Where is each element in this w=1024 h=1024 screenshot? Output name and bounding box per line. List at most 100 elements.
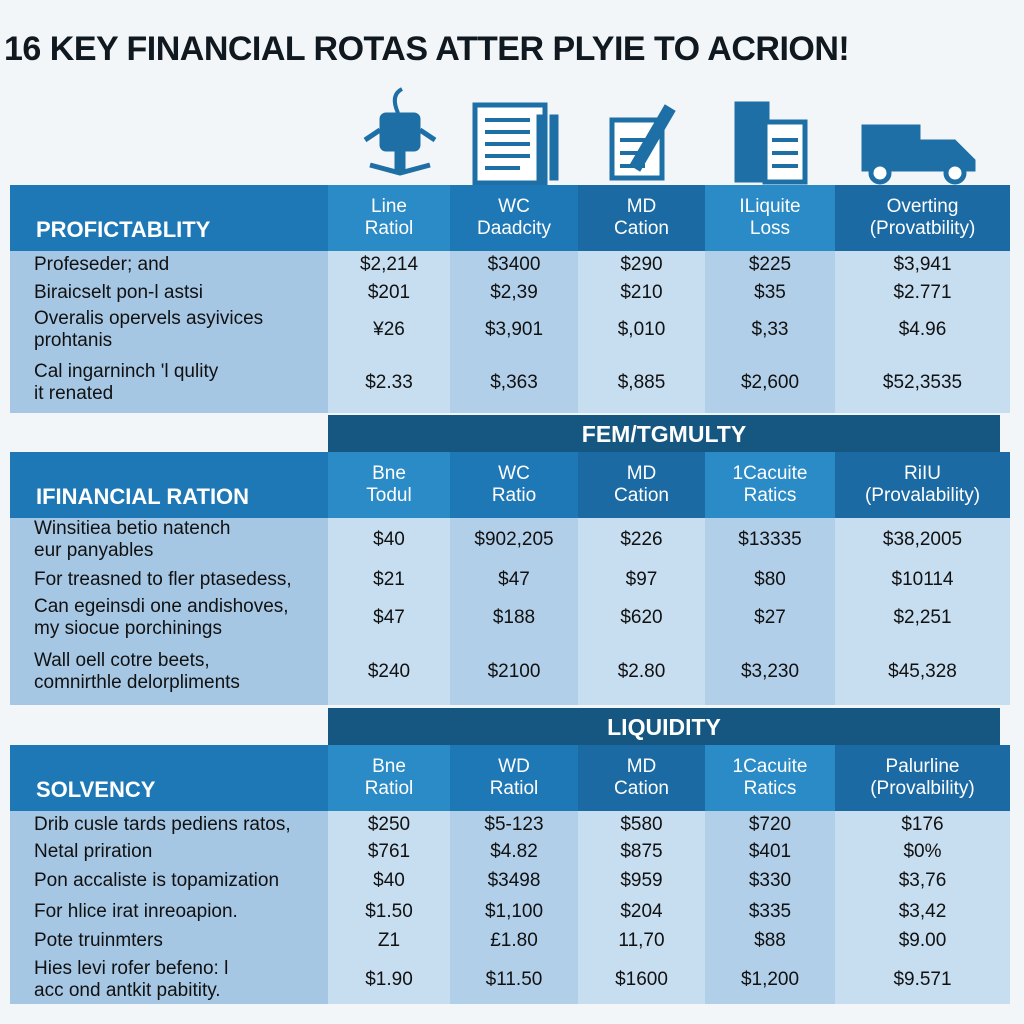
value-cell: $,363	[490, 372, 538, 393]
column-background	[705, 251, 835, 413]
value-cell: $,885	[617, 372, 666, 393]
value-cell: $9.571	[893, 968, 952, 990]
title: 16 KEY FINANCIAL ROTAS ATTER PLYIE TO AC…	[4, 30, 850, 68]
value-cell: $9.00	[898, 930, 947, 951]
column-header: MD Cation	[578, 745, 705, 811]
value-cell: $188	[492, 607, 536, 628]
column-header: ILiquite Loss	[705, 185, 835, 251]
value-cell: $1.50	[365, 901, 413, 922]
value-cell: $35	[754, 282, 786, 303]
row-label: Drib cusle tards pediens ratos,	[34, 814, 291, 835]
column-background	[450, 518, 578, 705]
column-background	[578, 811, 705, 1004]
value-cell: $226	[620, 529, 663, 550]
value-cell: $97	[625, 569, 658, 590]
value-cell: $2100	[487, 660, 541, 682]
value-cell: $401	[748, 841, 792, 862]
value-cell: $2.33	[365, 372, 413, 393]
value-cell: $13335	[738, 529, 802, 550]
value-cell: $250	[367, 814, 411, 835]
column-background	[835, 518, 1010, 705]
value-cell: $720	[748, 814, 792, 835]
value-cell: $,010	[617, 319, 666, 340]
row-label: Pon accaliste is topamization	[34, 870, 280, 891]
column-header: MD Cation	[578, 185, 705, 251]
column-background	[328, 518, 450, 705]
value-cell: $240	[367, 660, 411, 682]
value-cell: $3,941	[893, 254, 952, 275]
column-background	[578, 518, 705, 705]
value-cell: $5-123	[484, 814, 544, 835]
value-cell: $10114	[891, 569, 954, 590]
value-cell: $2,214	[359, 254, 419, 275]
value-cell: $40	[373, 870, 405, 891]
value-cell: $1.90	[365, 968, 413, 990]
value-cell: 11,70	[618, 930, 665, 951]
value-cell: $4.96	[898, 319, 947, 340]
column-header: Line Ratiol	[328, 185, 450, 251]
value-cell: $330	[748, 870, 792, 891]
value-cell: $45,328	[888, 660, 957, 682]
column-header: WC Daadcity	[450, 185, 578, 251]
value-cell: $,33	[751, 319, 789, 340]
value-cell: $4.82	[490, 841, 538, 862]
value-cell: $40	[373, 529, 405, 550]
section-label: SOLVENCY	[10, 745, 328, 811]
value-cell: $620	[620, 607, 663, 628]
value-cell: $2,39	[490, 282, 538, 303]
section-label: IFINANCIAL RATION	[10, 452, 328, 518]
value-cell: Z1	[377, 930, 401, 951]
value-cell: $201	[367, 282, 411, 303]
column-header: Bne Todul	[328, 452, 450, 518]
column-background	[578, 251, 705, 413]
value-cell: $204	[620, 901, 663, 922]
value-cell: $0%	[903, 841, 942, 862]
column-background	[835, 811, 1010, 1004]
value-cell: $902,205	[474, 529, 554, 550]
row-label: Netal priration	[34, 841, 153, 862]
value-cell: $875	[620, 841, 663, 862]
value-cell: $47	[373, 607, 405, 628]
column-header: WD Ratiol	[450, 745, 578, 811]
column-background	[10, 811, 328, 1004]
column-background	[705, 811, 835, 1004]
column-background	[705, 518, 835, 705]
column-background	[10, 251, 328, 413]
value-cell: $1,200	[740, 968, 800, 990]
row-label: Profeseder; and	[34, 254, 170, 275]
section-label: PROFICTABLITY	[10, 185, 328, 251]
value-cell: $2,251	[893, 607, 952, 628]
value-cell: $210	[620, 282, 663, 303]
value-cell: $1600	[615, 968, 668, 990]
value-cell: $290	[620, 254, 663, 275]
value-cell: $2.771	[893, 282, 952, 303]
value-cell: £1.80	[490, 930, 538, 951]
value-cell: $27	[754, 607, 786, 628]
column-background	[450, 251, 578, 413]
column-header: WC Ratio	[450, 452, 578, 518]
value-cell: $335	[748, 901, 792, 922]
column-background	[328, 811, 450, 1004]
icons	[363, 87, 976, 185]
row-label: Pote truinmters	[34, 930, 163, 951]
value-cell: $52,3535	[882, 372, 963, 393]
section-banner: LIQUIDITY	[328, 708, 1000, 745]
column-background	[450, 811, 578, 1004]
column-background	[328, 251, 450, 413]
row-label: Biraicselt pon-l astsi	[34, 282, 203, 303]
column-header: Bne Ratiol	[328, 745, 450, 811]
row-label: For hlice irat inreoapion.	[34, 901, 238, 922]
value-cell: $3400	[487, 254, 541, 275]
value-cell: $2,600	[740, 372, 800, 393]
value-cell: $761	[367, 841, 411, 862]
value-cell: $21	[373, 569, 405, 590]
row-label: Hies levi rofer befeno: l acc ond antkit…	[34, 957, 229, 1001]
column-header: RiIU (Provalability)	[835, 452, 1010, 518]
value-cell: $47	[498, 569, 530, 590]
row-label: Winsitiea betio natench eur panyables	[34, 518, 231, 561]
value-cell: $2.80	[617, 660, 666, 682]
value-cell: $3498	[487, 870, 541, 891]
column-header: MD Cation	[578, 452, 705, 518]
row-label: Can egeinsdi one andishoves, my siocue p…	[34, 596, 289, 639]
value-cell: ¥26	[373, 319, 405, 340]
